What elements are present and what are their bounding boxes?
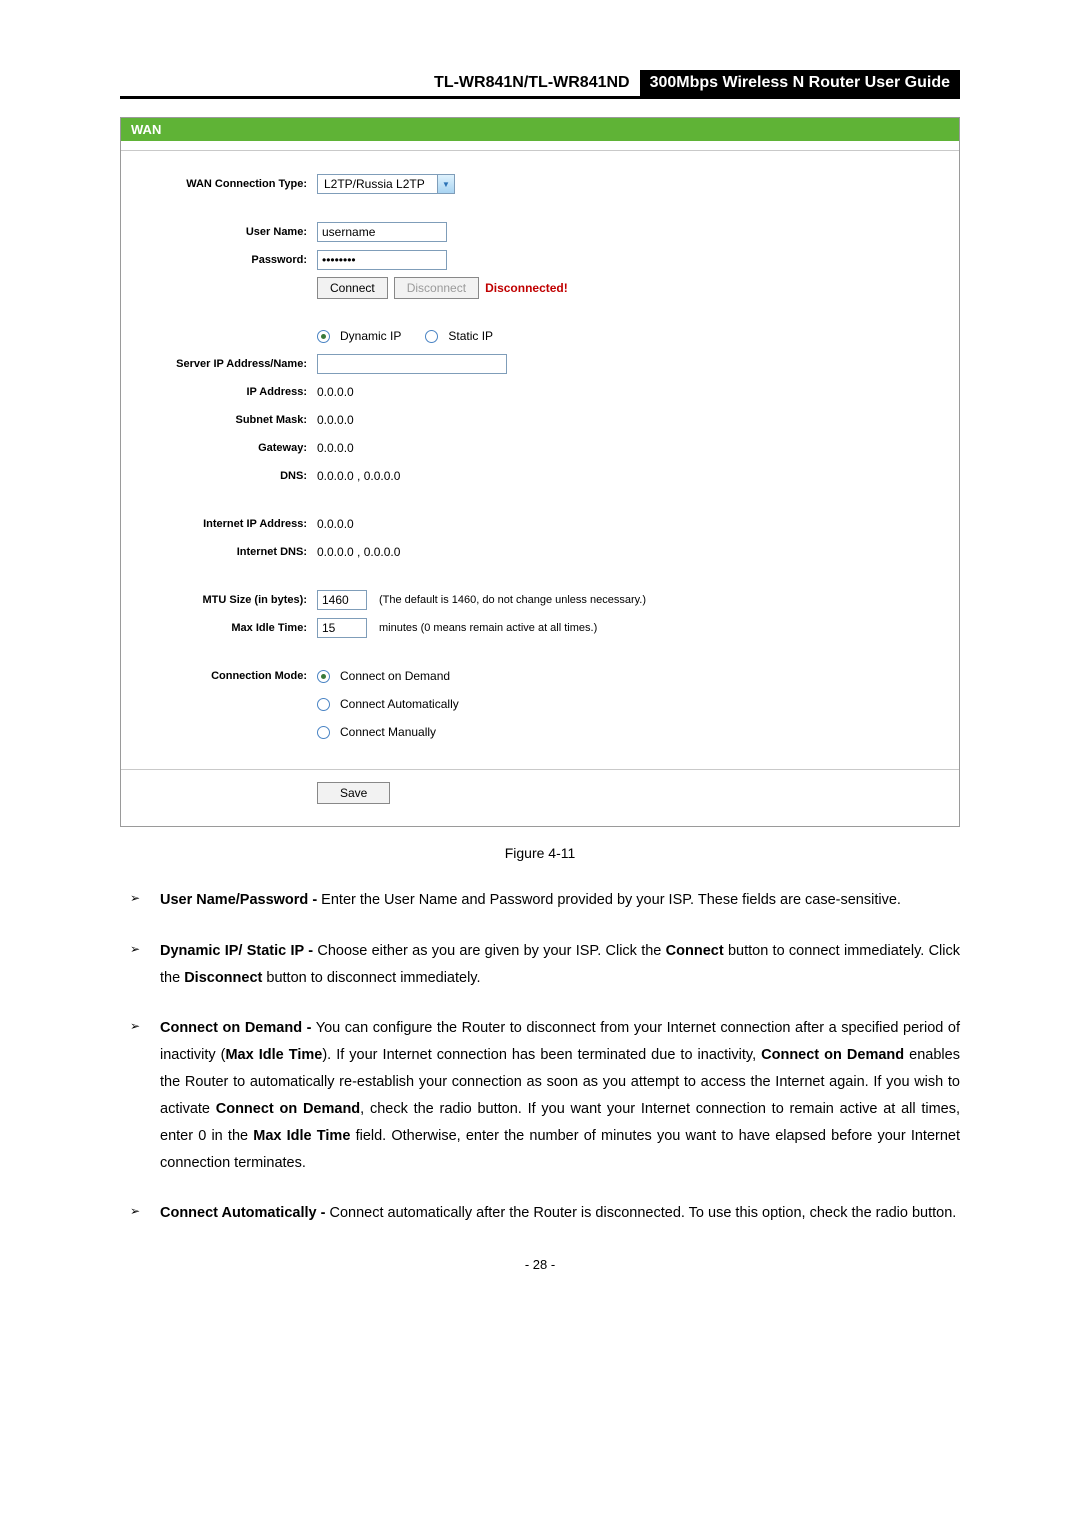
mode-auto-radio[interactable] <box>317 698 330 711</box>
mtu-note: (The default is 1460, do not change unle… <box>379 594 646 606</box>
mode-manual-radio[interactable] <box>317 726 330 739</box>
panel-subbar <box>121 141 959 151</box>
figure-caption: Figure 4-11 <box>120 845 960 861</box>
wan-panel: WAN WAN Connection Type: L2TP/Russia L2T… <box>120 117 960 827</box>
idle-input[interactable] <box>317 618 367 638</box>
doc-title: 300Mbps Wireless N Router User Guide <box>640 70 960 96</box>
server-label: Server IP Address/Name: <box>137 358 317 370</box>
idle-label: Max Idle Time: <box>137 622 317 634</box>
list-item: Dynamic IP/ Static IP - Choose either as… <box>128 938 960 992</box>
doc-header: TL-WR841N/TL-WR841ND 300Mbps Wireless N … <box>120 70 960 99</box>
doc-model: TL-WR841N/TL-WR841ND <box>434 70 640 96</box>
ip-value: 0.0.0.0 <box>317 385 354 399</box>
static-ip-label: Static IP <box>448 329 493 343</box>
mode-demand-label: Connect on Demand <box>340 669 450 683</box>
chevron-down-icon[interactable]: ▼ <box>437 174 455 194</box>
panel-title: WAN <box>121 118 959 141</box>
wan-type-select[interactable]: L2TP/Russia L2TP ▼ <box>317 174 455 194</box>
mtu-label: MTU Size (in bytes): <box>137 594 317 606</box>
static-ip-radio[interactable] <box>425 330 438 343</box>
password-label: Password: <box>137 254 317 266</box>
list-item: Connect on Demand - You can configure th… <box>128 1015 960 1176</box>
list-item: Connect Automatically - Connect automati… <box>128 1200 960 1227</box>
disconnect-button: Disconnect <box>394 277 479 299</box>
internet-dns-value: 0.0.0.0 , 0.0.0.0 <box>317 545 400 559</box>
bullet-lead: Dynamic IP/ Static IP - <box>160 943 313 959</box>
internet-dns-label: Internet DNS: <box>137 546 317 558</box>
panel-body: WAN Connection Type: L2TP/Russia L2TP ▼ … <box>121 151 959 826</box>
wan-type-label: WAN Connection Type: <box>137 178 317 190</box>
connect-button[interactable]: Connect <box>317 277 388 299</box>
list-item: User Name/Password - Enter the User Name… <box>128 887 960 914</box>
dns-value: 0.0.0.0 , 0.0.0.0 <box>317 469 400 483</box>
server-input[interactable] <box>317 354 507 374</box>
internet-ip-value: 0.0.0.0 <box>317 517 354 531</box>
dns-label: DNS: <box>137 470 317 482</box>
page-number: - 28 - <box>120 1257 960 1272</box>
internet-ip-label: Internet IP Address: <box>137 518 317 530</box>
bullet-lead: User Name/Password - <box>160 892 317 908</box>
mode-manual-label: Connect Manually <box>340 725 436 739</box>
mode-auto-label: Connect Automatically <box>340 697 459 711</box>
bullet-lead: Connect Automatically - <box>160 1205 325 1221</box>
bullet-text: Enter the User Name and Password provide… <box>317 892 901 908</box>
doc-list: User Name/Password - Enter the User Name… <box>120 887 960 1227</box>
subnet-value: 0.0.0.0 <box>317 413 354 427</box>
idle-note: minutes (0 means remain active at all ti… <box>379 622 597 634</box>
dynamic-ip-radio[interactable] <box>317 330 330 343</box>
username-label: User Name: <box>137 226 317 238</box>
wan-type-value: L2TP/Russia L2TP <box>317 174 437 194</box>
dynamic-ip-label: Dynamic IP <box>340 329 401 343</box>
bullet-lead: Connect on Demand - <box>160 1020 311 1036</box>
username-input[interactable] <box>317 222 447 242</box>
ip-label: IP Address: <box>137 386 317 398</box>
connection-status: Disconnected! <box>485 281 568 295</box>
mode-label: Connection Mode: <box>137 670 317 682</box>
save-button[interactable]: Save <box>317 782 390 804</box>
mtu-input[interactable] <box>317 590 367 610</box>
gateway-value: 0.0.0.0 <box>317 441 354 455</box>
password-input[interactable] <box>317 250 447 270</box>
gateway-label: Gateway: <box>137 442 317 454</box>
mode-demand-radio[interactable] <box>317 670 330 683</box>
subnet-label: Subnet Mask: <box>137 414 317 426</box>
